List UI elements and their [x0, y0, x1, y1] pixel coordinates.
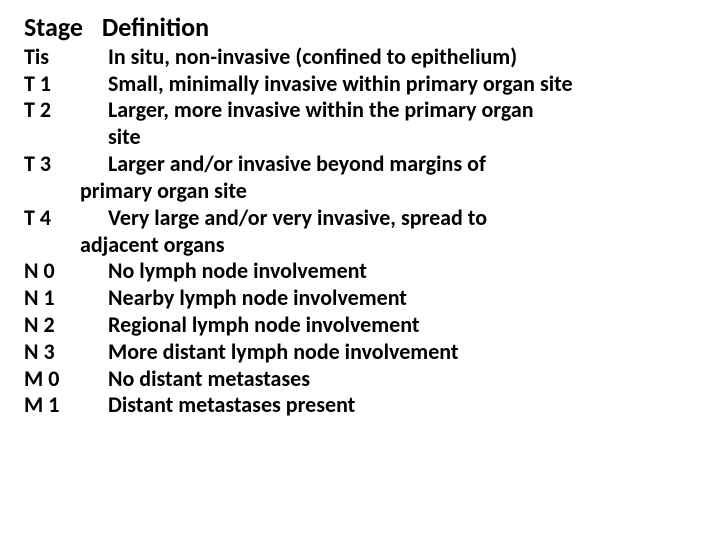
table-row: T 4 Very large and/or very invasive, spr…: [24, 205, 696, 259]
table-row: M 0 No distant metastases: [24, 366, 696, 393]
definition-continuation: primary organ site: [80, 178, 696, 205]
table-row: M 1 Distant metastases present: [24, 392, 696, 419]
table-row: T 1 Small, minimally invasive within pri…: [24, 71, 696, 98]
header-definition: Definition: [102, 11, 209, 43]
definition-cell: In situ, non-invasive (confined to epith…: [78, 44, 696, 71]
definition-cell: More distant lymph node involvement: [78, 339, 696, 366]
definition-line2: site: [108, 123, 141, 150]
table-header-row: Stage Definition: [24, 12, 696, 44]
table-row: T 3 Larger and/or invasive beyond margin…: [24, 151, 696, 205]
definition-line1: Larger, more invasive within the primary…: [108, 96, 534, 123]
stage-cell: Tis: [24, 44, 78, 71]
stage-definition-slide: Stage Definition Tis In situ, non-invasi…: [0, 0, 720, 431]
stage-cell: N 2: [24, 312, 78, 339]
definition-cell: Larger and/or invasive beyond margins of…: [78, 151, 696, 205]
definition-cell: No distant metastases: [78, 366, 696, 393]
stage-cell: T 1: [24, 71, 78, 98]
header-stage: Stage: [24, 12, 96, 44]
table-row: N 0 No lymph node involvement: [24, 258, 696, 285]
stage-cell: N 3: [24, 339, 78, 366]
table-row: N 3 More distant lymph node involvement: [24, 339, 696, 366]
table-row: N 1 Nearby lymph node involvement: [24, 285, 696, 312]
definition-cell: Regional lymph node involvement: [78, 312, 696, 339]
stage-cell: N 0: [24, 258, 78, 285]
definition-cell: No lymph node involvement: [78, 258, 696, 285]
definition-cell: Nearby lymph node involvement: [78, 285, 696, 312]
table-row: N 2 Regional lymph node involvement: [24, 312, 696, 339]
table-row: Tis In situ, non-invasive (confined to e…: [24, 44, 696, 71]
definition-line1: Larger and/or invasive beyond margins of: [108, 150, 486, 177]
stage-cell: T 3: [24, 151, 78, 178]
definition-continuation: adjacent organs: [80, 232, 696, 259]
table-row: T 2 Larger, more invasive within the pri…: [24, 97, 696, 151]
definition-line1: Very large and/or very invasive, spread …: [108, 204, 487, 231]
definition-cell: Distant metastases present: [78, 392, 696, 419]
stage-cell: M 1: [24, 392, 78, 419]
stage-cell: N 1: [24, 285, 78, 312]
stage-cell: M 0: [24, 366, 78, 393]
definition-cell: Small, minimally invasive within primary…: [78, 71, 696, 98]
stage-cell: T 2: [24, 97, 78, 124]
stage-cell: T 4: [24, 205, 78, 232]
definition-cell: Very large and/or very invasive, spread …: [78, 205, 696, 259]
definition-cell: Larger, more invasive within the primary…: [78, 97, 696, 151]
